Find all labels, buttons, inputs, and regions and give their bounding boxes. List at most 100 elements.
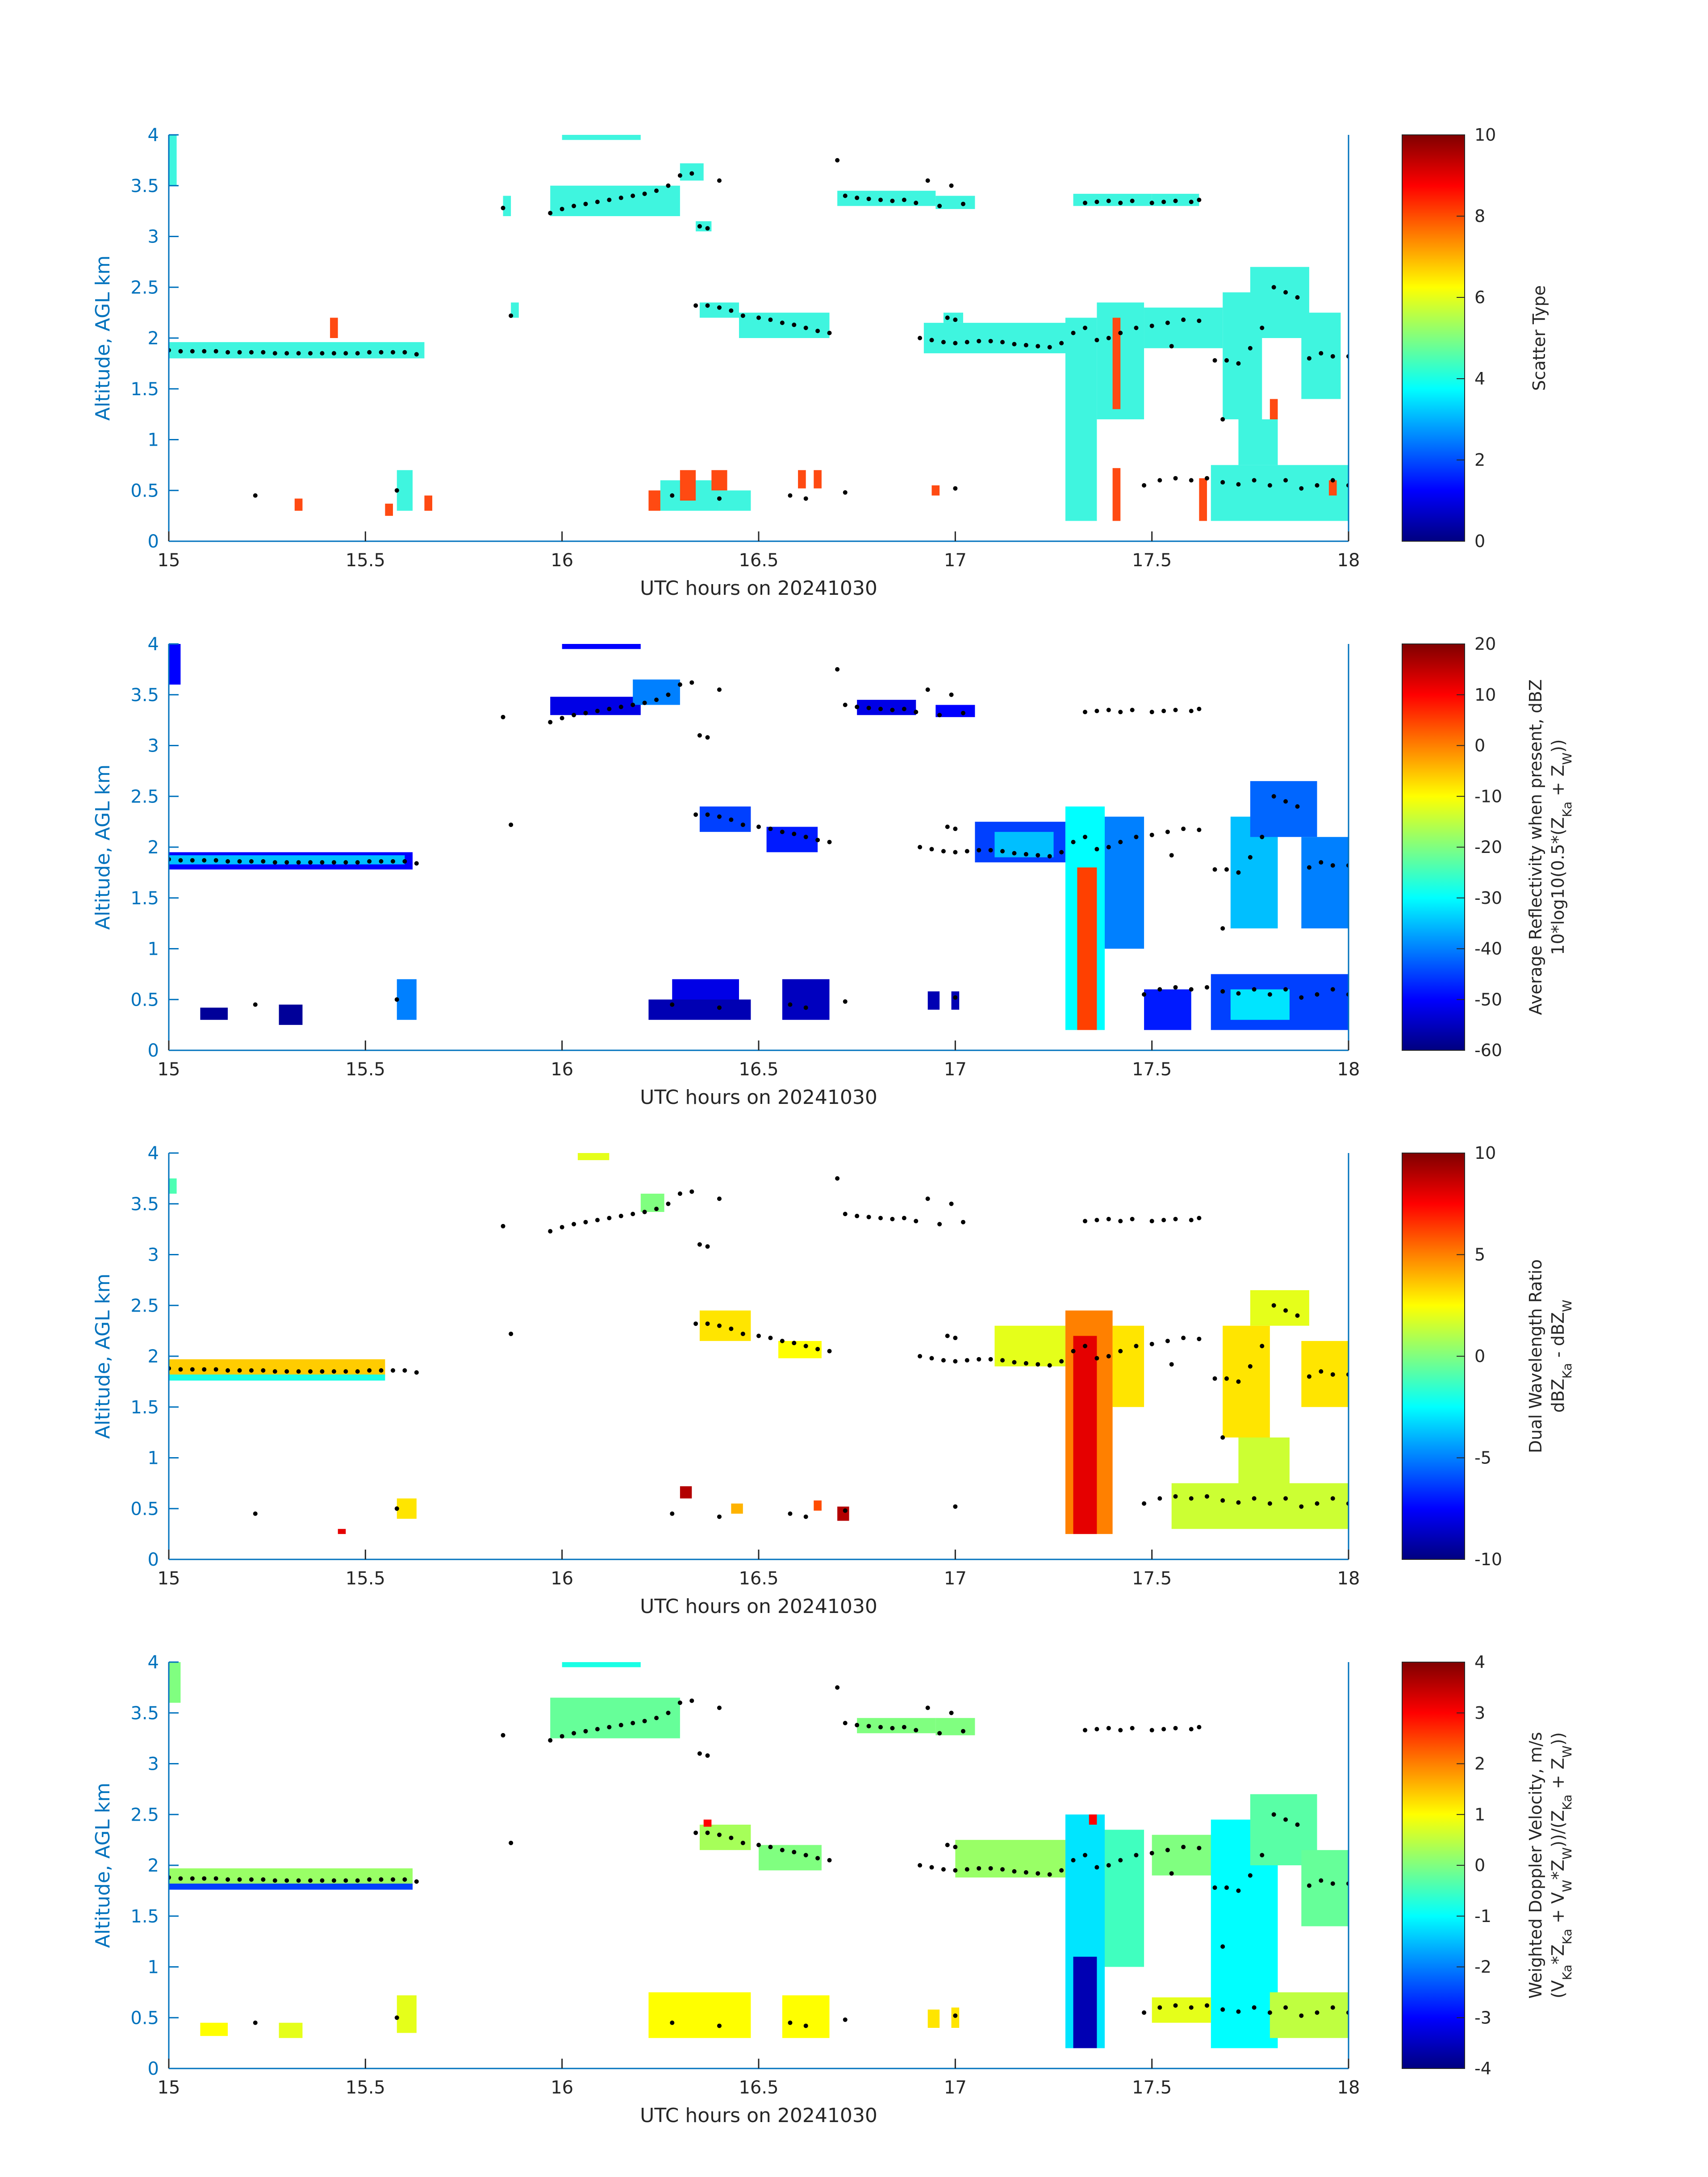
overlay-point bbox=[1106, 1216, 1111, 1221]
overlay-point bbox=[717, 1005, 722, 1010]
overlay-point bbox=[178, 349, 183, 354]
overlay-point bbox=[827, 1858, 832, 1863]
heatmap-cell bbox=[562, 644, 641, 649]
overlay-point bbox=[1106, 198, 1111, 203]
overlay-point bbox=[272, 1878, 277, 1883]
overlay-point bbox=[1157, 987, 1162, 992]
overlay-point bbox=[1118, 201, 1123, 205]
y-tick-label: 3.5 bbox=[130, 1194, 159, 1215]
heatmap-cell bbox=[837, 191, 936, 206]
colorbar-tick-label: 0 bbox=[1474, 531, 1485, 551]
overlay-point bbox=[213, 349, 218, 354]
colorbar bbox=[1402, 1662, 1465, 2069]
colorbar-tick-label: 3 bbox=[1474, 1703, 1485, 1723]
overlay-point bbox=[226, 1877, 230, 1882]
overlay-point bbox=[965, 1358, 969, 1363]
x-tick-label: 15 bbox=[158, 550, 180, 571]
overlay-point bbox=[1130, 1216, 1135, 1221]
overlay-point bbox=[803, 835, 808, 840]
overlay-point bbox=[988, 338, 993, 343]
overlay-point bbox=[835, 1176, 840, 1181]
y-tick-label: 3.5 bbox=[130, 176, 159, 196]
y-tick-label: 0 bbox=[148, 531, 159, 552]
overlay-point bbox=[756, 824, 761, 829]
heatmap-cell bbox=[385, 503, 393, 516]
overlay-point bbox=[1299, 486, 1304, 491]
overlay-point bbox=[320, 1369, 325, 1374]
overlay-point bbox=[379, 1877, 384, 1882]
overlay-point bbox=[1248, 1873, 1253, 1878]
overlay-point bbox=[1189, 1727, 1194, 1732]
overlay-point bbox=[394, 997, 399, 1002]
overlay-point bbox=[1271, 1303, 1276, 1308]
overlay-point bbox=[1307, 1883, 1311, 1888]
heatmap-cell bbox=[1238, 419, 1278, 465]
overlay-point bbox=[670, 1511, 675, 1516]
colorbar-tick-label: 10 bbox=[1474, 125, 1496, 145]
overlay-point bbox=[666, 692, 671, 697]
overlay-point bbox=[1157, 1496, 1162, 1501]
heatmap-cell bbox=[640, 1194, 664, 1212]
heatmap-cell bbox=[562, 135, 641, 140]
heatmap-cell bbox=[927, 2010, 940, 2028]
overlay-point bbox=[572, 204, 576, 209]
overlay-point bbox=[1248, 855, 1253, 860]
overlay-point bbox=[1267, 992, 1272, 997]
overlay-point bbox=[583, 1729, 588, 1734]
overlay-point bbox=[960, 1220, 965, 1224]
overlay-point bbox=[677, 1191, 682, 1196]
y-tick-label: 2.5 bbox=[130, 786, 159, 807]
overlay-point bbox=[261, 350, 266, 355]
overlay-point bbox=[1299, 2013, 1304, 2018]
overlay-point bbox=[689, 1189, 694, 1194]
y-tick-label: 1 bbox=[148, 1448, 159, 1469]
overlay-point bbox=[284, 351, 289, 356]
overlay-point bbox=[977, 1866, 981, 1871]
overlay-point bbox=[925, 1705, 930, 1710]
colorbar-tick-label: -40 bbox=[1474, 939, 1502, 959]
heatmap-cell bbox=[279, 1004, 303, 1025]
overlay-point bbox=[756, 1333, 761, 1338]
heatmap-cell bbox=[577, 1153, 610, 1160]
overlay-point bbox=[1169, 853, 1174, 858]
overlay-point bbox=[343, 1878, 348, 1883]
heatmap-cell bbox=[1301, 1341, 1349, 1407]
overlay-point bbox=[929, 1865, 934, 1870]
overlay-point bbox=[689, 1698, 694, 1703]
overlay-point bbox=[272, 1369, 277, 1374]
heatmap-cell bbox=[1270, 399, 1278, 419]
colorbar-label-formula: dBZKa - dBZW bbox=[1548, 1300, 1574, 1412]
overlay-point bbox=[792, 1341, 797, 1345]
overlay-point bbox=[607, 1216, 612, 1220]
overlay-point bbox=[803, 1514, 808, 1519]
overlay-point bbox=[1271, 794, 1276, 799]
heatmap-cell bbox=[994, 1325, 1065, 1366]
overlay-point bbox=[237, 350, 242, 355]
overlay-point bbox=[237, 1877, 242, 1882]
overlay-point bbox=[697, 733, 702, 738]
overlay-point bbox=[1197, 706, 1202, 711]
overlay-point bbox=[717, 496, 722, 501]
heatmap-cell bbox=[1250, 1290, 1309, 1326]
overlay-point bbox=[237, 859, 242, 864]
overlay-point bbox=[355, 860, 360, 865]
heatmap-cells bbox=[169, 1153, 1349, 1534]
overlay-point bbox=[654, 1207, 659, 1212]
overlay-point bbox=[1118, 330, 1123, 335]
overlay-point bbox=[560, 716, 564, 721]
overlay-point bbox=[1118, 1219, 1123, 1224]
x-tick-label: 16 bbox=[551, 1568, 573, 1589]
overlay-point bbox=[1283, 799, 1288, 804]
x-tick-label: 16 bbox=[551, 550, 573, 571]
y-tick-label: 4 bbox=[148, 1652, 159, 1673]
overlay-point bbox=[1071, 330, 1076, 335]
x-tick-label: 17.5 bbox=[1132, 1059, 1172, 1080]
heatmap-cell bbox=[550, 697, 641, 715]
overlay-point bbox=[272, 860, 277, 865]
overlay-point bbox=[1134, 1853, 1139, 1858]
overlay-point bbox=[1082, 201, 1087, 205]
overlay-point bbox=[1181, 827, 1186, 832]
overlay-point bbox=[1271, 1812, 1276, 1817]
overlay-point bbox=[253, 1002, 258, 1007]
heatmap-cell bbox=[951, 991, 960, 1010]
